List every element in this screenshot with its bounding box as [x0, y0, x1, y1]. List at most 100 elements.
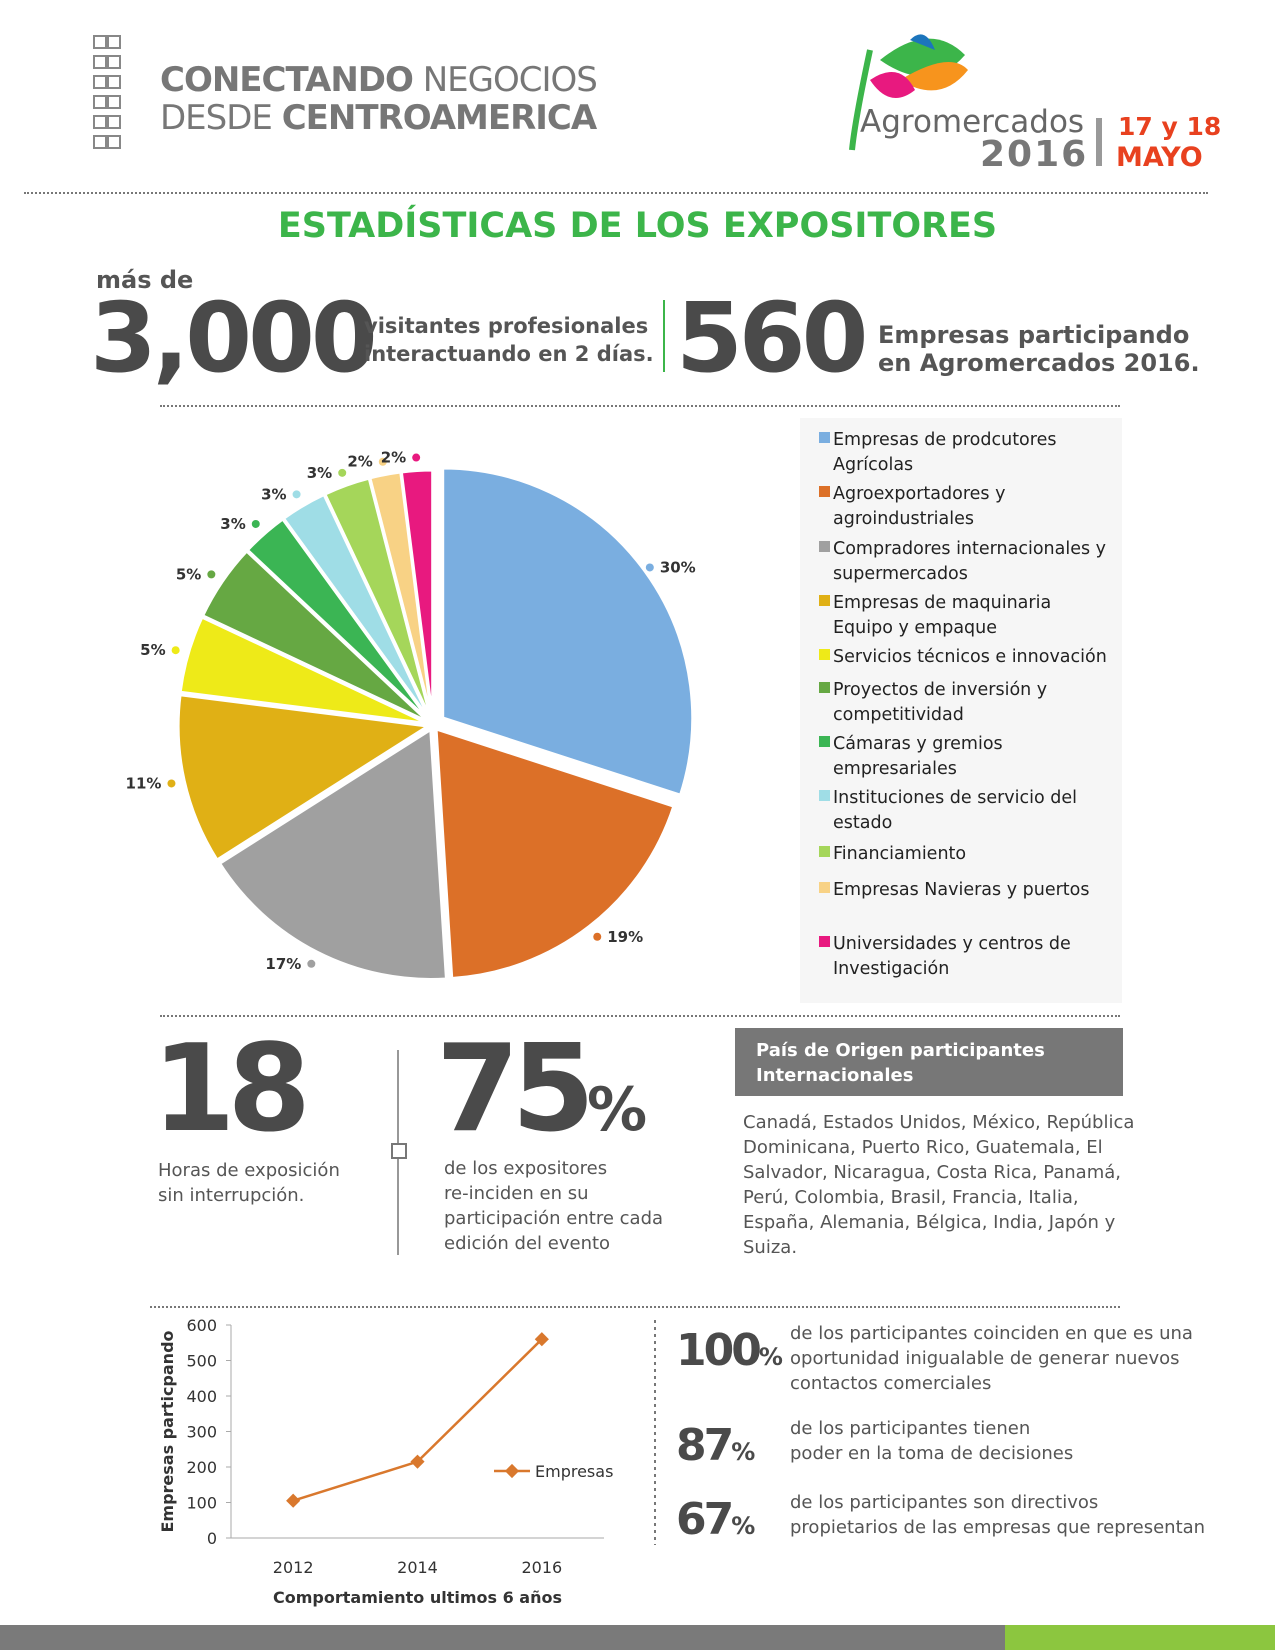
data-label: 5% — [140, 641, 165, 659]
origin-text: Suiza. — [743, 1237, 798, 1258]
divider-icon — [391, 1143, 407, 1159]
data-label: 17% — [265, 955, 301, 973]
data-label: 3% — [220, 515, 245, 533]
repeat-text: re-inciden en su — [444, 1183, 589, 1204]
participant-number: 100 — [676, 1325, 762, 1376]
pie-slice — [441, 466, 695, 798]
label-dot — [167, 779, 176, 788]
pie-slice — [176, 693, 433, 863]
legend-label: Empresas de prodcutores Agrícolas — [833, 430, 1057, 475]
data-label: 19% — [607, 928, 643, 946]
legend-label: Universidades y centros de Investigación — [833, 934, 1071, 979]
legend-label: Empresas de maquinaria Equipo y empaque — [833, 593, 1052, 638]
footer-bar — [1005, 1625, 1275, 1650]
legend-marker — [504, 1463, 520, 1479]
tagline-part: CENTROAMERICA — [281, 98, 597, 138]
tagline: CONECTANDO NEGOCIOS — [160, 60, 598, 100]
y-tick-label: 200 — [186, 1458, 217, 1477]
legend-swatch — [819, 936, 830, 947]
line — [292, 1338, 543, 1502]
label-dot — [593, 932, 602, 941]
label-dot — [338, 468, 347, 477]
legend-label: Cámaras y gremios empresariales — [833, 734, 1003, 779]
label-dot — [251, 519, 260, 528]
legend-label: Compradores internacionales y supermerca… — [833, 539, 1107, 584]
footer-bar — [0, 1625, 1005, 1650]
pie-slice — [178, 615, 429, 726]
legend-swatch — [819, 736, 830, 747]
legend-label: Agroexportadores y agroindustriales — [833, 484, 1006, 529]
pie-slice — [399, 468, 435, 721]
legend-swatch — [819, 846, 830, 857]
label-dot — [412, 453, 421, 462]
legend-label: Instituciones de servicio del estado — [833, 788, 1078, 833]
label-dot — [378, 457, 387, 466]
y-tick-label: 100 — [186, 1494, 217, 1513]
label-dot — [171, 646, 180, 655]
legend-swatch — [819, 595, 830, 606]
tagline-part: NEGOCIOS — [412, 60, 598, 100]
logo-leaves — [849, 34, 968, 151]
participant-unit: % — [731, 1438, 756, 1466]
origin-text: España, Alemania, Bélgica, India, Japón … — [743, 1212, 1116, 1233]
x-tick-label: 2014 — [397, 1558, 438, 1577]
pie-slice — [217, 726, 449, 981]
origin-title: Internacionales — [756, 1065, 914, 1086]
legend-label: Financiamiento — [833, 844, 967, 864]
y-tick-label: 0 — [207, 1529, 217, 1548]
separator — [160, 1015, 1120, 1017]
legend-swatch — [819, 882, 830, 893]
label-dot — [207, 570, 216, 579]
legend-label: Proyectos de inversión y competitividad — [833, 680, 1048, 725]
data-label: 30% — [660, 558, 696, 576]
y-tick-label: 300 — [186, 1423, 217, 1442]
pattern-icon — [93, 35, 121, 149]
legend-label: Empresas — [535, 1462, 613, 1481]
participant-unit: % — [731, 1512, 756, 1540]
participant-unit: % — [758, 1343, 783, 1371]
label-dot — [292, 490, 301, 499]
separator — [160, 405, 1120, 407]
y-tick-label: 600 — [186, 1316, 217, 1335]
date-month: MAYO — [1116, 142, 1203, 173]
origin-text: Perú, Colombia, Brasil, Francia, Italia, — [743, 1187, 1079, 1208]
pie-slice — [434, 726, 676, 981]
repeat-text: de los expositores — [444, 1158, 608, 1179]
participant-text: de los participantes coinciden en que es… — [790, 1323, 1193, 1344]
repeat-text: edición del evento — [444, 1233, 611, 1254]
tagline: DESDE CENTROAMERICA — [160, 98, 597, 138]
participant-text: oportunidad inigualable de generar nuevo… — [790, 1348, 1180, 1369]
legend-swatch — [819, 649, 830, 660]
x-tick-label: 2016 — [521, 1558, 562, 1577]
y-tick-label: 400 — [186, 1387, 217, 1406]
legend-swatch — [819, 432, 830, 443]
hours-number: 18 — [152, 1020, 311, 1159]
y-tick-label: 500 — [186, 1352, 217, 1371]
legend-panel — [800, 418, 1122, 1003]
logo-divider — [1096, 118, 1102, 166]
line-chart: 0 100 200 300 400 500 600 2012 2014 2016 Empresas … — [158, 1316, 613, 1607]
visitors-number: 3,000 — [90, 282, 378, 394]
number: 75 — [436, 1020, 595, 1159]
hours-text: sin interrupción. — [158, 1185, 305, 1206]
label-dot — [307, 959, 316, 968]
legend-swatch — [819, 541, 830, 552]
participant-number: 100% — [676, 1325, 783, 1376]
tagline-part: CONECTANDO — [160, 60, 414, 100]
data-label: 5% — [176, 565, 201, 583]
label-dot — [645, 563, 654, 572]
separator — [24, 192, 1208, 194]
participant-number: 67% — [676, 1494, 755, 1545]
visitors-text: visitantes profesionales — [364, 314, 649, 338]
data-label: 3% — [261, 485, 286, 503]
data-label: 2% — [381, 449, 406, 467]
participant-text: contactos comerciales — [790, 1373, 992, 1394]
data-label: 3% — [307, 464, 332, 482]
logo-year: 2016 — [980, 134, 1089, 175]
data-label: 11% — [126, 774, 162, 792]
legend-label: Empresas Navieras y puertos — [833, 880, 1090, 900]
date-days: 17 y 18 — [1118, 112, 1222, 141]
participant-text: de los participantes tienen — [790, 1418, 1031, 1439]
